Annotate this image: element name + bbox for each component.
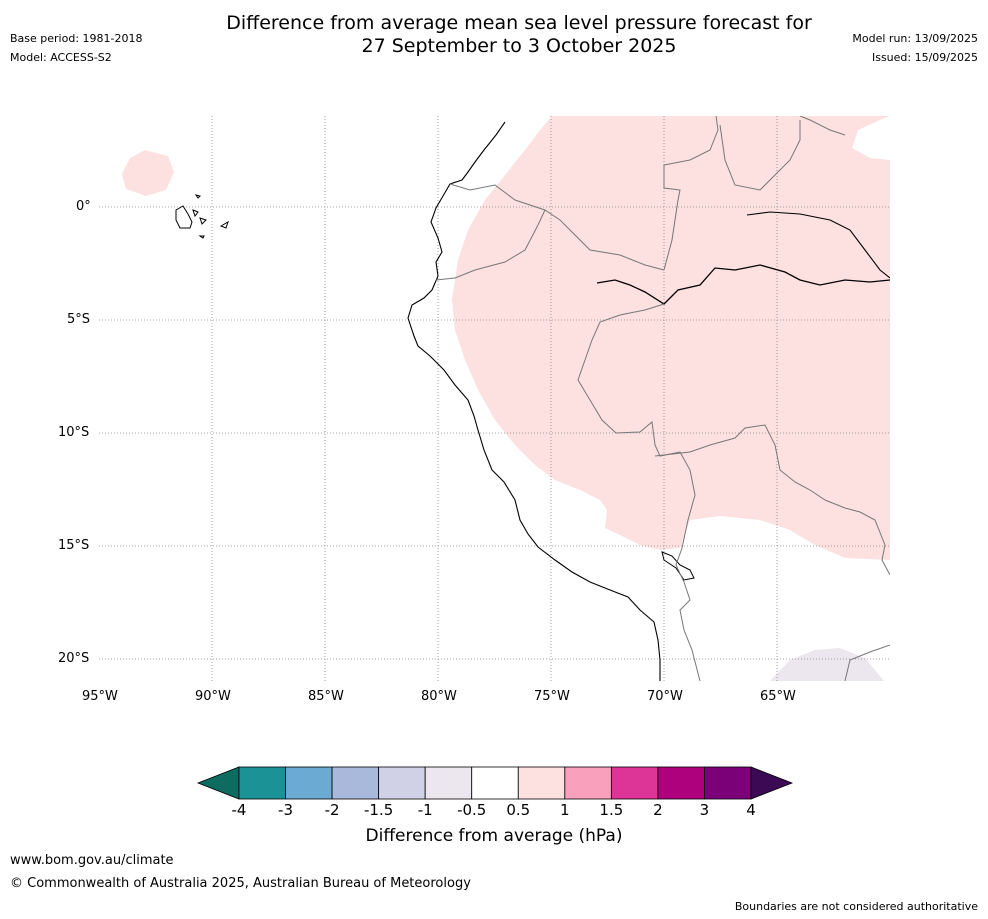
colorbar-segment [285,766,333,800]
model-label: Model: ACCESS-S2 [10,51,112,64]
colorbar-tick-label: -2 [324,801,340,819]
colorbar-tick-label: 3 [699,801,710,819]
colorbar-segment [704,766,752,800]
anomaly-region-positive [122,150,174,196]
disclaimer-text: Boundaries are not considered authoritat… [734,900,978,913]
colorbar-segment [517,766,566,800]
lat-label: 10°S [58,425,90,440]
colorbar-tick-label: -4 [231,801,247,819]
lat-label: 15°S [58,538,90,553]
website-link[interactable]: www.bom.gov.au/climate [10,853,174,868]
colorbar-segment [238,766,286,800]
colorbar-under-arrow [196,766,240,800]
graticule [99,116,890,681]
lon-label: 95°W [82,689,118,704]
colorbar-segment [610,766,659,800]
page-title: Difference from average mean sea level p… [0,12,988,58]
lat-label: 5°S [67,312,91,327]
galapagos-islands [175,194,229,239]
coastline [407,121,661,681]
issued-label: Issued: 15/09/2025 [871,51,978,64]
colorbar-tick-label: 1 [560,801,570,819]
lon-label: 70°W [647,689,683,704]
lon-label: 90°W [195,689,231,704]
colorbar-tick-label: -0.5 [457,801,487,819]
colorbar-segment [331,766,380,800]
copyright-text: © Commonwealth of Australia 2025, Austra… [10,876,471,891]
base-period-label: Base period: 1981-2018 [10,32,143,45]
amazon-river [596,264,890,305]
title-line-2: 27 September to 3 October 2025 [361,35,677,57]
colorbar-segment [564,766,612,800]
lon-label: 65°W [760,689,796,704]
colorbar-segment [471,766,519,800]
colorbar-tick-label: -3 [278,801,294,819]
colorbar-tick-label: 4 [746,801,756,819]
colorbar-segment [657,766,705,800]
colorbar-segment [378,766,426,800]
model-run-label: Model run: 13/09/2025 [852,32,978,45]
country-borders [435,116,890,681]
colorbar-title: Difference from average (hPa) [365,826,623,846]
lat-label: 20°S [58,651,90,666]
lon-label: 75°W [534,689,570,704]
title-line-1: Difference from average mean sea level p… [226,12,812,34]
colorbar-over-arrow [750,766,794,800]
colorbar-segment [424,766,473,800]
lat-label: 0° [76,199,91,214]
colorbar-tick-label: -1.5 [363,801,394,819]
colorbar-tick-label: -1 [417,801,433,819]
colorbar-tick-label: 2 [653,801,663,819]
colorbar-tick-label: 1.5 [599,801,624,819]
lon-label: 80°W [421,689,457,704]
colorbar-tick-label: 0.5 [506,801,531,819]
anomaly-region-positive [452,116,890,560]
lon-label: 85°W [308,689,344,704]
anomaly-region-negative [770,648,884,681]
